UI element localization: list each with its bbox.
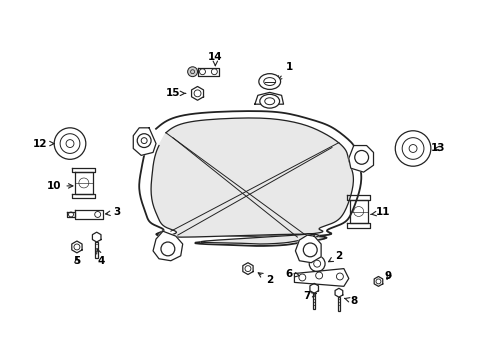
FancyBboxPatch shape: [312, 293, 315, 309]
Circle shape: [303, 243, 317, 257]
Circle shape: [244, 266, 250, 271]
Polygon shape: [348, 145, 373, 172]
Circle shape: [394, 131, 430, 166]
Polygon shape: [139, 111, 361, 246]
Circle shape: [375, 279, 380, 284]
Text: 4: 4: [97, 249, 105, 266]
Circle shape: [74, 244, 80, 250]
Circle shape: [194, 90, 201, 97]
Polygon shape: [72, 241, 82, 253]
Polygon shape: [295, 235, 321, 263]
Text: 14: 14: [207, 52, 222, 66]
Polygon shape: [153, 231, 183, 261]
Circle shape: [161, 242, 174, 256]
Polygon shape: [373, 276, 382, 286]
Polygon shape: [334, 288, 342, 297]
Text: 2: 2: [328, 251, 342, 262]
Polygon shape: [92, 232, 101, 242]
FancyBboxPatch shape: [337, 297, 339, 311]
Text: 13: 13: [429, 144, 444, 153]
Circle shape: [354, 150, 368, 164]
Text: 8: 8: [344, 296, 357, 306]
Circle shape: [66, 140, 74, 148]
Text: 2: 2: [258, 273, 273, 285]
Text: 6: 6: [285, 269, 299, 279]
Polygon shape: [133, 128, 156, 156]
Polygon shape: [243, 263, 253, 275]
Text: 1: 1: [277, 62, 292, 81]
Text: 3: 3: [105, 207, 120, 217]
Circle shape: [308, 256, 325, 271]
Circle shape: [187, 67, 197, 77]
Polygon shape: [191, 86, 203, 100]
Circle shape: [54, 128, 86, 159]
FancyBboxPatch shape: [95, 242, 98, 258]
Text: 15: 15: [165, 88, 185, 98]
Ellipse shape: [259, 94, 279, 108]
Text: 7: 7: [303, 291, 316, 301]
Text: 12: 12: [33, 139, 54, 149]
Polygon shape: [254, 93, 283, 104]
Polygon shape: [309, 283, 318, 293]
Circle shape: [408, 145, 416, 152]
Text: 11: 11: [370, 207, 390, 217]
Polygon shape: [151, 118, 353, 244]
Circle shape: [137, 134, 151, 148]
Text: 9: 9: [384, 271, 391, 282]
Text: 5: 5: [73, 256, 81, 266]
Ellipse shape: [258, 74, 280, 89]
Text: 10: 10: [47, 181, 73, 191]
